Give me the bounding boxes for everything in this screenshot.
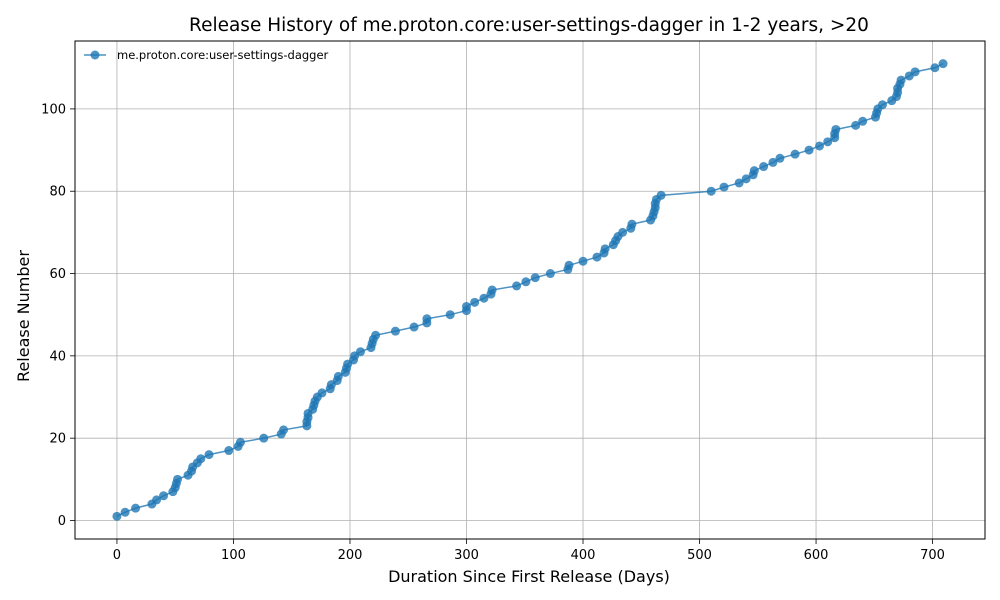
data-point [470, 297, 480, 307]
data-point [512, 281, 522, 291]
data-point [823, 137, 833, 147]
data-point [600, 244, 610, 254]
data-point [173, 474, 183, 484]
y-tick-label: 20 [49, 432, 66, 447]
data-point [719, 182, 729, 192]
data-point [815, 141, 825, 151]
data-point [152, 495, 162, 505]
data-point [355, 347, 365, 357]
data-point [545, 269, 555, 279]
data-point [896, 75, 906, 85]
data-point [390, 326, 400, 336]
data-point [131, 503, 141, 513]
data-point [235, 437, 245, 447]
data-point [196, 454, 206, 464]
data-point [618, 227, 628, 237]
chart-title: Release History of me.proton.core:user-s… [189, 15, 869, 36]
data-point [627, 219, 637, 229]
y-axis-label: Release Number [14, 250, 33, 382]
legend-label: me.proton.core:user-settings-dagger [117, 48, 329, 62]
y-tick-label: 60 [49, 267, 66, 282]
x-tick-label: 0 [113, 548, 121, 563]
data-point [910, 67, 920, 77]
data-point [775, 153, 785, 163]
plot-frame [74, 40, 986, 540]
data-point [578, 256, 588, 266]
data-point [858, 116, 868, 126]
series-layer [112, 59, 948, 521]
data-point [461, 301, 471, 311]
data-point [749, 166, 759, 176]
data-point [521, 277, 531, 287]
data-point [734, 178, 744, 188]
legend: me.proton.core:user-settings-dagger [84, 48, 329, 62]
data-point [759, 162, 769, 172]
data-point [479, 293, 489, 303]
data-point [279, 425, 289, 435]
data-point [564, 260, 574, 270]
x-tick-label: 200 [338, 548, 363, 563]
data-point [877, 100, 887, 110]
data-point [120, 507, 130, 517]
data-point [112, 511, 122, 521]
x-tick-label: 100 [221, 548, 246, 563]
data-point [768, 157, 778, 167]
data-point [317, 388, 327, 398]
data-point [224, 446, 234, 456]
data-point [930, 63, 940, 73]
data-point [831, 124, 841, 134]
data-point [938, 59, 948, 69]
data-point [790, 149, 800, 159]
x-tick-label: 600 [804, 548, 829, 563]
data-point [741, 174, 751, 184]
y-tick-label: 100 [41, 102, 66, 117]
y-tick-label: 0 [58, 514, 66, 529]
data-point [333, 371, 343, 381]
data-point [409, 322, 419, 332]
data-point [656, 190, 666, 200]
data-point [851, 120, 861, 130]
data-point [592, 252, 602, 262]
legend-marker [90, 50, 100, 60]
x-tick-label: 700 [920, 548, 945, 563]
data-point [530, 273, 540, 283]
x-axis-label: Duration Since First Release (Days) [388, 567, 670, 586]
data-point [804, 145, 814, 155]
y-tick-label: 40 [49, 349, 66, 364]
x-tick-label: 400 [571, 548, 596, 563]
data-point [487, 285, 497, 295]
data-point [445, 310, 455, 320]
data-point [159, 491, 169, 501]
data-point [371, 330, 381, 340]
y-tick-label: 80 [49, 185, 66, 200]
data-point [422, 314, 432, 324]
grid [75, 41, 985, 539]
data-point [259, 433, 269, 443]
data-point [706, 186, 716, 196]
data-point [204, 450, 214, 460]
x-tick-label: 300 [454, 548, 479, 563]
axis-ticks: 0 100 200 300 400 500 600 700 0 20 40 60 80 100 [41, 102, 945, 563]
x-tick-label: 500 [687, 548, 712, 563]
